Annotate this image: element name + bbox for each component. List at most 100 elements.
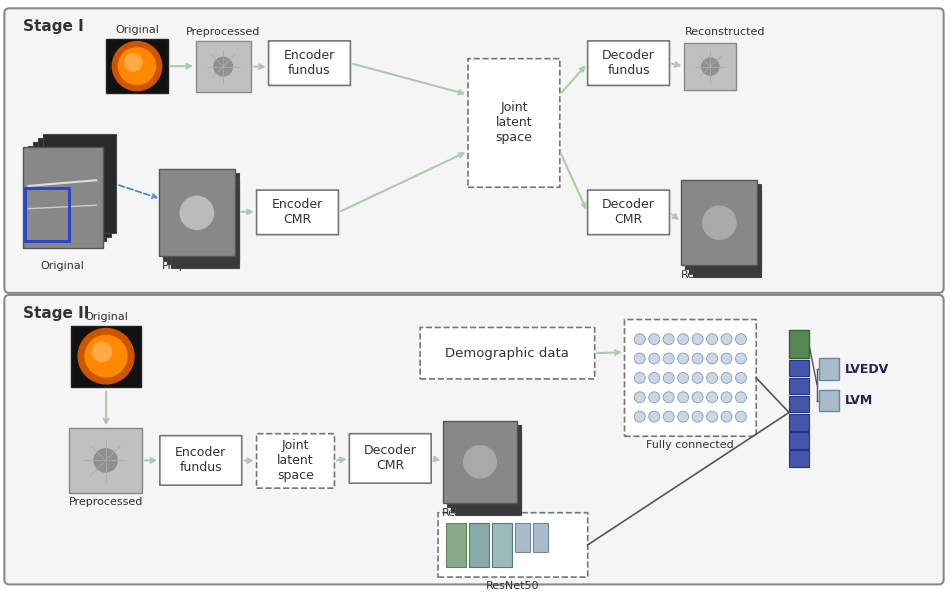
Circle shape [735,334,747,345]
Bar [819,390,839,412]
Text: Encoder
fundus: Encoder fundus [175,447,226,475]
Bar [492,523,512,567]
Bar [789,359,809,376]
Bar [533,523,548,552]
Circle shape [649,334,659,345]
Circle shape [663,411,674,422]
Text: LVEDV: LVEDV [845,362,889,375]
Circle shape [735,392,747,403]
Bar [789,378,809,394]
Bar [515,523,530,552]
Circle shape [707,334,717,345]
Bar [694,196,761,277]
Bar [33,142,106,241]
FancyBboxPatch shape [5,295,943,584]
Bar [451,431,521,511]
Bar [44,134,116,233]
FancyBboxPatch shape [256,190,338,235]
Text: Decoder
CMR: Decoder CMR [602,198,655,226]
FancyBboxPatch shape [438,513,588,577]
Circle shape [735,372,747,383]
Text: Fully connected: Fully connected [647,440,734,450]
Circle shape [693,411,703,422]
Circle shape [735,353,747,364]
Circle shape [635,334,645,345]
Bar [71,326,141,387]
Text: Preprocessed: Preprocessed [162,261,236,271]
Bar [789,414,809,431]
Circle shape [721,334,732,345]
Bar [26,188,69,241]
Circle shape [693,353,703,364]
Text: Stage II: Stage II [24,306,89,321]
Bar [447,425,521,507]
Bar [819,358,839,380]
Circle shape [119,48,156,84]
Circle shape [635,411,645,422]
Bar [167,179,238,264]
Text: Reconstructed: Reconstructed [442,508,522,518]
Text: Decoder
fundus: Decoder fundus [602,49,655,77]
Circle shape [677,392,689,403]
Text: Encoder
CMR: Encoder CMR [272,198,323,226]
Bar [789,432,809,448]
Circle shape [693,372,703,383]
Bar [38,138,111,236]
Text: Encoder
fundus: Encoder fundus [284,49,335,77]
Bar [196,41,251,92]
Circle shape [693,334,703,345]
Text: Joint
latent
space: Joint latent space [277,440,314,482]
Bar [69,428,142,492]
Circle shape [663,392,674,403]
Circle shape [635,353,645,364]
Circle shape [649,353,659,364]
Circle shape [180,197,214,229]
Bar [159,169,235,257]
Text: Preprocessed: Preprocessed [68,497,142,507]
Circle shape [124,53,142,71]
Circle shape [721,353,732,364]
Circle shape [663,353,674,364]
Text: Reconstructed: Reconstructed [681,270,762,280]
Circle shape [707,392,717,403]
Circle shape [721,392,732,403]
Bar [685,184,761,269]
Bar [469,523,489,567]
Circle shape [78,328,134,384]
FancyBboxPatch shape [350,434,431,483]
Circle shape [112,42,162,91]
Circle shape [663,334,674,345]
Circle shape [721,372,732,383]
FancyBboxPatch shape [5,8,943,293]
Circle shape [663,372,674,383]
Bar [684,43,736,90]
Circle shape [635,392,645,403]
Circle shape [677,353,689,364]
Bar [789,450,809,467]
Text: Joint
latent
space: Joint latent space [496,102,532,144]
Bar [162,173,238,260]
Bar [789,396,809,412]
Text: ResNet50: ResNet50 [486,581,540,591]
Text: Original: Original [85,312,128,321]
FancyBboxPatch shape [468,59,560,187]
Text: Reconstructed: Reconstructed [685,27,766,37]
Bar [690,190,761,273]
Bar [443,421,517,503]
FancyBboxPatch shape [256,434,334,488]
Circle shape [721,411,732,422]
Circle shape [707,353,717,364]
FancyBboxPatch shape [420,327,595,379]
Text: Preprocessed: Preprocessed [186,27,260,37]
Circle shape [735,411,747,422]
Circle shape [677,372,689,383]
Bar [28,146,101,245]
Text: LVM: LVM [845,394,873,407]
Text: Original: Original [115,25,159,35]
Circle shape [707,411,717,422]
Bar [789,330,809,358]
Circle shape [94,449,117,472]
Circle shape [677,411,689,422]
Circle shape [702,58,719,75]
FancyBboxPatch shape [160,435,241,485]
